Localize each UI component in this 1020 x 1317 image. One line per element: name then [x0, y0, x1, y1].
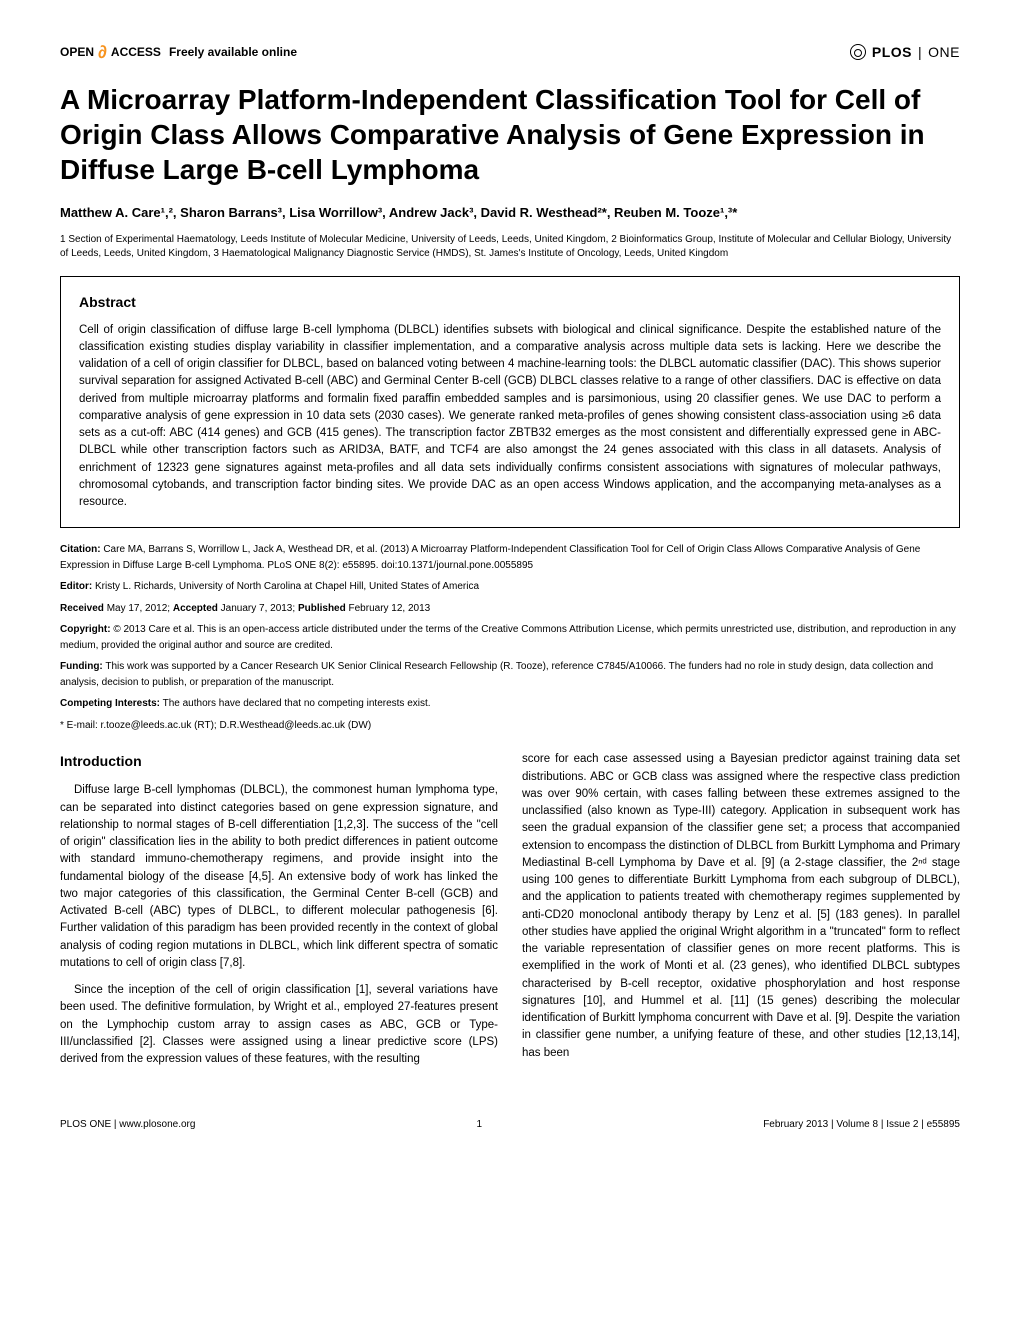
open-access-badge: OPEN ∂ ACCESS Freely available online — [60, 40, 297, 64]
freely-available: Freely available online — [169, 44, 297, 60]
body-columns: Introduction Diffuse large B-cell lympho… — [60, 751, 960, 1078]
citation-label: Citation: — [60, 544, 101, 555]
dates-row: Received May 17, 2012; Accepted January … — [60, 601, 960, 617]
author-list: Matthew A. Care¹,², Sharon Barrans³, Lis… — [60, 203, 960, 223]
intro-paragraph-3: score for each case assessed using a Bay… — [522, 751, 960, 1062]
editor-row: Editor: Kristy L. Richards, University o… — [60, 579, 960, 595]
abstract-heading: Abstract — [79, 293, 941, 312]
article-meta: Citation: Care MA, Barrans S, Worrillow … — [60, 542, 960, 733]
funding-text: This work was supported by a Cancer Rese… — [60, 661, 933, 688]
funding-row: Funding: This work was supported by a Ca… — [60, 659, 960, 690]
journal-logo: PLOS | ONE — [850, 43, 960, 62]
citation-text: Care MA, Barrans S, Worrillow L, Jack A,… — [60, 544, 920, 571]
footer-page: 1 — [477, 1118, 483, 1132]
published-text: February 12, 2013 — [346, 603, 431, 614]
column-right: score for each case assessed using a Bay… — [522, 751, 960, 1078]
competing-label: Competing Interests: — [60, 698, 160, 709]
copyright-row: Copyright: © 2013 Care et al. This is an… — [60, 622, 960, 653]
received-text: May 17, 2012; — [104, 603, 173, 614]
intro-paragraph-1: Diffuse large B-cell lymphomas (DLBCL), … — [60, 782, 498, 972]
email-row: * E-mail: r.tooze@leeds.ac.uk (RT); D.R.… — [60, 718, 960, 734]
intro-paragraph-2: Since the inception of the cell of origi… — [60, 982, 498, 1068]
funding-label: Funding: — [60, 661, 103, 672]
article-title: A Microarray Platform-Independent Classi… — [60, 82, 960, 187]
footer-left: PLOS ONE | www.plosone.org — [60, 1118, 195, 1132]
open-access-label2: ACCESS — [111, 44, 161, 60]
open-access-icon: ∂ — [98, 40, 107, 64]
footer-right: February 2013 | Volume 8 | Issue 2 | e55… — [763, 1118, 960, 1132]
accepted-label: Accepted — [173, 603, 218, 614]
one-text: ONE — [928, 43, 960, 62]
abstract-text: Cell of origin classification of diffuse… — [79, 322, 941, 512]
plos-ring-icon — [850, 44, 866, 60]
copyright-label: Copyright: — [60, 624, 111, 635]
introduction-heading: Introduction — [60, 751, 498, 772]
received-label: Received — [60, 603, 104, 614]
published-label: Published — [298, 603, 346, 614]
abstract-box: Abstract Cell of origin classification o… — [60, 276, 960, 529]
affiliations: 1 Section of Experimental Haematology, L… — [60, 233, 960, 262]
open-access-label: OPEN — [60, 44, 94, 60]
top-bar: OPEN ∂ ACCESS Freely available online PL… — [60, 40, 960, 64]
accepted-text: January 7, 2013; — [218, 603, 298, 614]
editor-label: Editor: — [60, 581, 92, 592]
copyright-text: © 2013 Care et al. This is an open-acces… — [60, 624, 956, 651]
competing-text: The authors have declared that no compet… — [160, 698, 431, 709]
competing-row: Competing Interests: The authors have de… — [60, 696, 960, 712]
column-left: Introduction Diffuse large B-cell lympho… — [60, 751, 498, 1078]
page-footer: PLOS ONE | www.plosone.org 1 February 20… — [60, 1118, 960, 1132]
plos-text: PLOS — [872, 43, 912, 62]
citation-row: Citation: Care MA, Barrans S, Worrillow … — [60, 542, 960, 573]
editor-text: Kristy L. Richards, University of North … — [92, 581, 479, 592]
